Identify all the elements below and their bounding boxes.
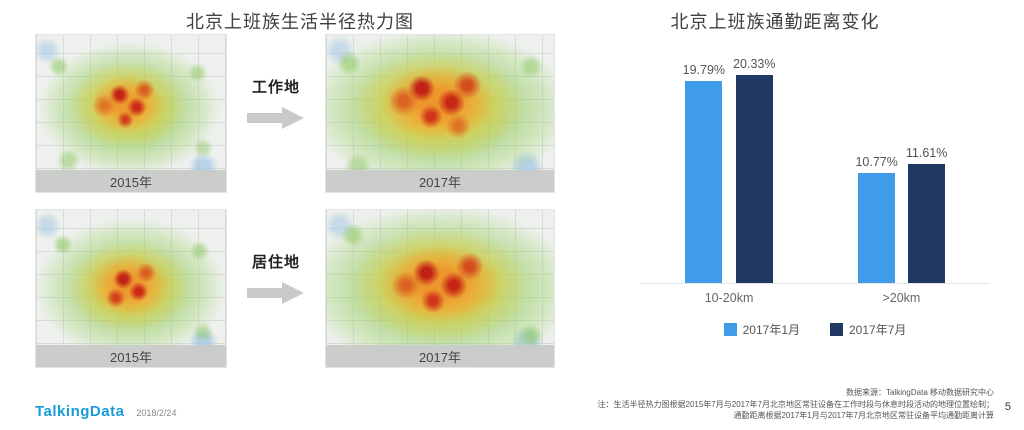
- bar-0-0: [685, 80, 723, 283]
- chart-title: 北京上班族通勤距离变化: [670, 12, 880, 32]
- legend-item-1: 2017年7月: [830, 321, 906, 338]
- legend-item-0: 2017年1月: [723, 321, 800, 338]
- bar-chart-panel: 19.79% 20.33% 10-20km 10.77% 11.61% >20km 201…: [640, 57, 990, 338]
- bar-1-0: [735, 75, 773, 283]
- chart-legend: 2017年1月 2017年7月: [640, 321, 990, 338]
- heatmap-image: [36, 35, 226, 192]
- category-label: >20km: [882, 291, 921, 305]
- chart-baseline: [640, 283, 990, 284]
- heatmap-image: [326, 210, 554, 367]
- bar-value-label: 11.61%: [905, 146, 948, 161]
- map-caption: 2017年: [326, 170, 554, 192]
- page-number: 5: [1004, 401, 1011, 413]
- bar-value-label: 19.79%: [682, 62, 726, 77]
- category-label: 10-20km: [704, 291, 754, 305]
- bar-chart: 19.79% 20.33% 10-20km 10.77% 11.61% >20km: [640, 57, 990, 305]
- heatmap-grid: 2015年 工作地 2017年 2015年 居住地 2017年: [35, 34, 555, 368]
- footnote-line2: 通勤距离根据2017年1月与2017年7月北京地区常驻设备平均通勤距离计算: [733, 411, 995, 421]
- row-label-work: 工作地: [227, 76, 325, 130]
- legend-label: 2017年7月: [849, 323, 907, 337]
- heatmap-image: [36, 210, 226, 367]
- bar-1-1: [908, 164, 946, 283]
- heatmap-residence-2015: 2015年: [35, 209, 227, 368]
- legend-label: 2017年1月: [742, 323, 800, 337]
- footer-date: 2018/2/24: [136, 408, 177, 418]
- bar-wrap-0-1: 10.77%: [855, 154, 898, 283]
- bar-wrap-0-0: 19.79%: [683, 63, 725, 283]
- bar-0-1: [858, 172, 896, 283]
- row-label-text: 工作地: [251, 79, 300, 96]
- bar-wrap-1-1: 11.61%: [906, 146, 947, 283]
- map-caption: 2017年: [326, 345, 554, 367]
- bar-value-label: 20.33%: [733, 57, 776, 72]
- footnote-line1: 注：生活半径热力图根据2015年7月与2017年7月北京地区常驻设备在工作时段与…: [597, 399, 995, 409]
- heatmap-panel-title: 北京上班族生活半径热力图: [186, 12, 414, 32]
- legend-swatch: [830, 323, 843, 336]
- bar-group-1: 10.77% 11.61% >20km: [855, 58, 947, 305]
- map-caption: 2015年: [36, 345, 226, 367]
- talkingdata-logo: TalkingData: [35, 403, 125, 420]
- row-label-residence: 居住地: [227, 251, 325, 305]
- legend-swatch: [723, 323, 737, 336]
- data-source-note: 数据来源：TalkingData 移动数据研究中心: [845, 388, 994, 398]
- right-arrow-icon: [247, 282, 304, 304]
- bar-group-0: 19.79% 20.33% 10-20km: [683, 57, 776, 305]
- heatmap-residence-2017: 2017年: [325, 209, 555, 368]
- heatmap-work-2015: 2015年: [35, 34, 227, 193]
- footer-notes: 数据来源：TalkingData 移动数据研究中心 注：生活半径热力图根据201…: [598, 387, 995, 422]
- heatmap-work-2017: 2017年: [325, 34, 555, 193]
- footer-left: TalkingData 2018/2/24: [35, 403, 176, 420]
- right-arrow-icon: [247, 107, 304, 129]
- heatmap-image: [326, 35, 554, 192]
- row-label-text: 居住地: [251, 254, 300, 271]
- map-caption: 2015年: [36, 170, 226, 192]
- bar-value-label: 10.77%: [855, 154, 898, 169]
- bar-wrap-1-0: 20.33%: [733, 57, 775, 283]
